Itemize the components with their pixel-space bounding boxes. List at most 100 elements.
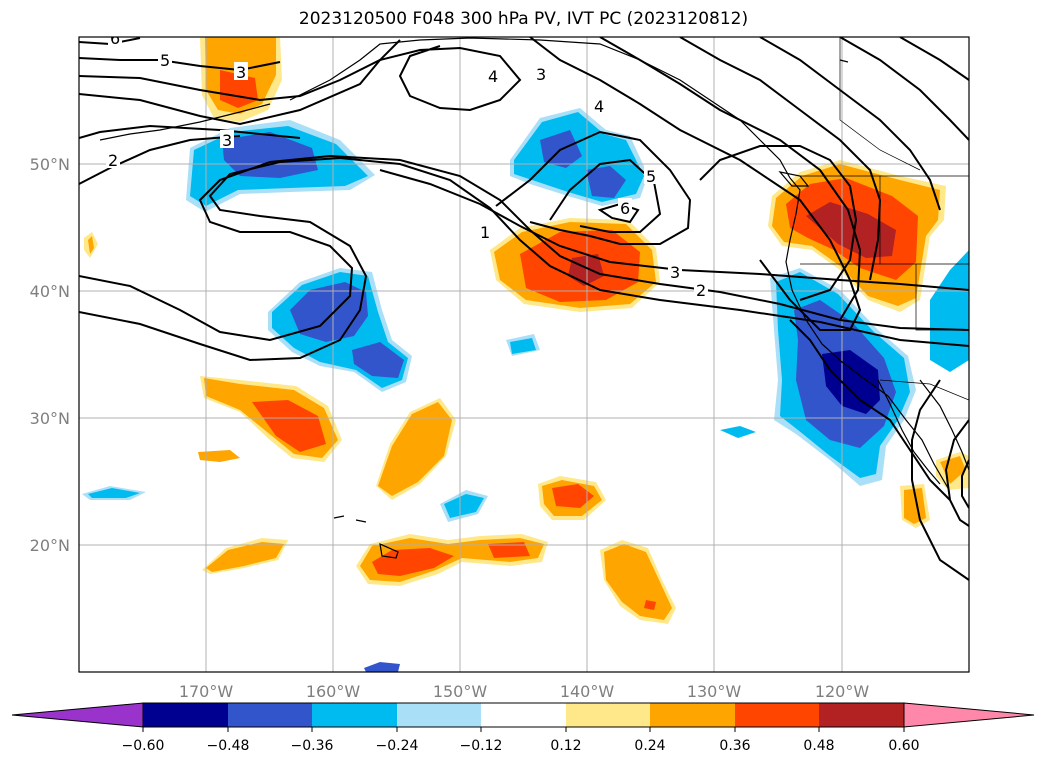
colorbar-tick-label: −0.48 <box>207 738 250 754</box>
coastline-alaska <box>289 37 791 179</box>
colorbar-ticks <box>142 727 905 732</box>
lat-tick-labels: 50°N 40°N 30°N 20°N <box>30 155 70 555</box>
lat-tick-label: 40°N <box>30 282 70 301</box>
colorbar-segment <box>566 703 650 727</box>
shade-positive-region <box>604 544 672 620</box>
colorbar-tick-label: −0.24 <box>376 738 419 754</box>
map-frame <box>78 36 970 673</box>
contour-label: 5 <box>160 51 170 70</box>
contour-label: 3 <box>236 63 246 82</box>
contour-label: 6 <box>110 29 120 48</box>
shade-positive-region <box>904 488 926 524</box>
contour-line <box>79 156 969 362</box>
lon-tick-label: 170°W <box>179 682 234 701</box>
shade-positive-region <box>206 542 284 572</box>
shade-negative-region <box>930 250 969 372</box>
coastline-baja <box>877 379 941 485</box>
colorbar-tick-label: 0.60 <box>888 738 919 754</box>
lon-tick-label: 140°W <box>560 682 615 701</box>
contour-label: 2 <box>108 151 118 170</box>
contour-label: 2 <box>696 281 706 300</box>
shade-negative-region <box>88 488 140 498</box>
island-vancouver <box>778 171 810 187</box>
shade-negative-region <box>364 662 400 672</box>
shade-positive-region <box>552 484 594 508</box>
contour-line <box>379 169 969 291</box>
chart-title: 2023120500 F048 300 hPa PV, IVT PC (2023… <box>298 9 749 29</box>
lon-tick-label: 160°W <box>306 682 361 701</box>
colorbar-tick-label: 0.24 <box>634 738 665 754</box>
colorbar-extend-min <box>11 702 144 728</box>
contour-label: 3 <box>222 131 232 150</box>
contour-line <box>789 319 951 501</box>
coastline-aleutians <box>99 103 271 141</box>
shade-negative-region <box>822 350 880 414</box>
lon-tick-label: 150°W <box>433 682 488 701</box>
contour-line <box>495 130 692 245</box>
colorbar-tick-label: 0.36 <box>719 738 750 754</box>
shade-positive-region <box>378 402 452 496</box>
lat-tick-label: 50°N <box>30 155 70 174</box>
contour-label: 5 <box>646 167 656 186</box>
border-alaska-canada <box>839 37 921 171</box>
contour-line <box>699 145 858 301</box>
island-hawaii <box>333 515 399 559</box>
contour-label: 1 <box>480 223 490 242</box>
contour-label: 3 <box>670 263 680 282</box>
colorbar-segment <box>650 703 735 727</box>
contour-line <box>79 37 862 331</box>
contour-line <box>79 39 401 126</box>
contour-line <box>759 37 941 211</box>
shade-positive-region <box>488 542 530 558</box>
shade-positive-region <box>198 450 240 462</box>
contour-label: 4 <box>594 97 604 116</box>
coastline-north-america <box>785 177 949 489</box>
contour-line <box>597 202 640 224</box>
shade-negative-region <box>510 338 536 354</box>
contour-line <box>911 379 969 581</box>
lon-tick-labels: 170°W 160°W 150°W 140°W 130°W 120°W <box>179 682 870 701</box>
colorbar-tick-label: 0.48 <box>803 738 834 754</box>
colorbar-segment <box>481 703 566 727</box>
contour-line <box>899 37 969 81</box>
shade-negative-region <box>720 426 756 438</box>
shade-positive-region <box>644 600 656 610</box>
colorbar-tick-label: −0.60 <box>122 738 165 754</box>
shade-positive-region <box>940 456 966 484</box>
pv-contours <box>79 37 969 581</box>
contour-label: 3 <box>536 65 546 84</box>
map-area: 6 5 4 3 3 2 3 4 5 6 1 3 2 <box>79 29 969 672</box>
colorbar-segment <box>735 703 819 727</box>
lat-tick-label: 30°N <box>30 409 70 428</box>
colorbar-tick-label: −0.36 <box>291 738 334 754</box>
lon-tick-label: 120°W <box>815 682 870 701</box>
shade-positive-region <box>806 202 896 258</box>
border-us-mexico <box>879 379 969 401</box>
contour-label: 6 <box>620 199 630 218</box>
shade-positive-region <box>372 548 454 576</box>
colorbar-segment <box>143 703 228 727</box>
colorbar-tick-labels: −0.60 −0.48 −0.36 −0.24 −0.12 0.12 0.24 … <box>122 738 920 754</box>
coastline-mexico <box>919 379 969 471</box>
shade-negative-region <box>444 494 484 518</box>
contour-labels: 6 5 4 3 3 2 3 4 5 6 1 3 2 <box>106 29 708 300</box>
lat-tick-label: 20°N <box>30 536 70 555</box>
contour-line <box>79 37 862 321</box>
colorbar-segment <box>397 703 481 727</box>
colorbar-extend-max <box>903 702 1035 728</box>
shade-negative-region <box>586 166 626 198</box>
contour-line <box>679 37 882 281</box>
contour-line <box>961 459 969 509</box>
colorbar-tick-label: −0.12 <box>460 738 503 754</box>
colorbar-segment <box>819 703 904 727</box>
colorbar-segment <box>312 703 397 727</box>
colorbar-tick-label: 0.12 <box>550 738 581 754</box>
coastlines <box>99 37 969 559</box>
contour-label: 4 <box>488 67 498 86</box>
colorbar-segment <box>228 703 312 727</box>
colorbar: −0.60 −0.48 −0.36 −0.24 −0.12 0.12 0.24 … <box>11 702 1035 754</box>
island-guadalupe <box>839 59 849 63</box>
lon-tick-label: 130°W <box>687 682 742 701</box>
contour-line <box>944 419 969 527</box>
